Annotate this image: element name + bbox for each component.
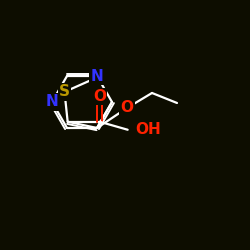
Text: S: S bbox=[59, 84, 70, 100]
Text: N: N bbox=[90, 68, 104, 84]
Text: O: O bbox=[120, 100, 134, 116]
Text: OH: OH bbox=[136, 122, 162, 137]
Text: O: O bbox=[93, 89, 106, 104]
Text: N: N bbox=[46, 94, 59, 110]
